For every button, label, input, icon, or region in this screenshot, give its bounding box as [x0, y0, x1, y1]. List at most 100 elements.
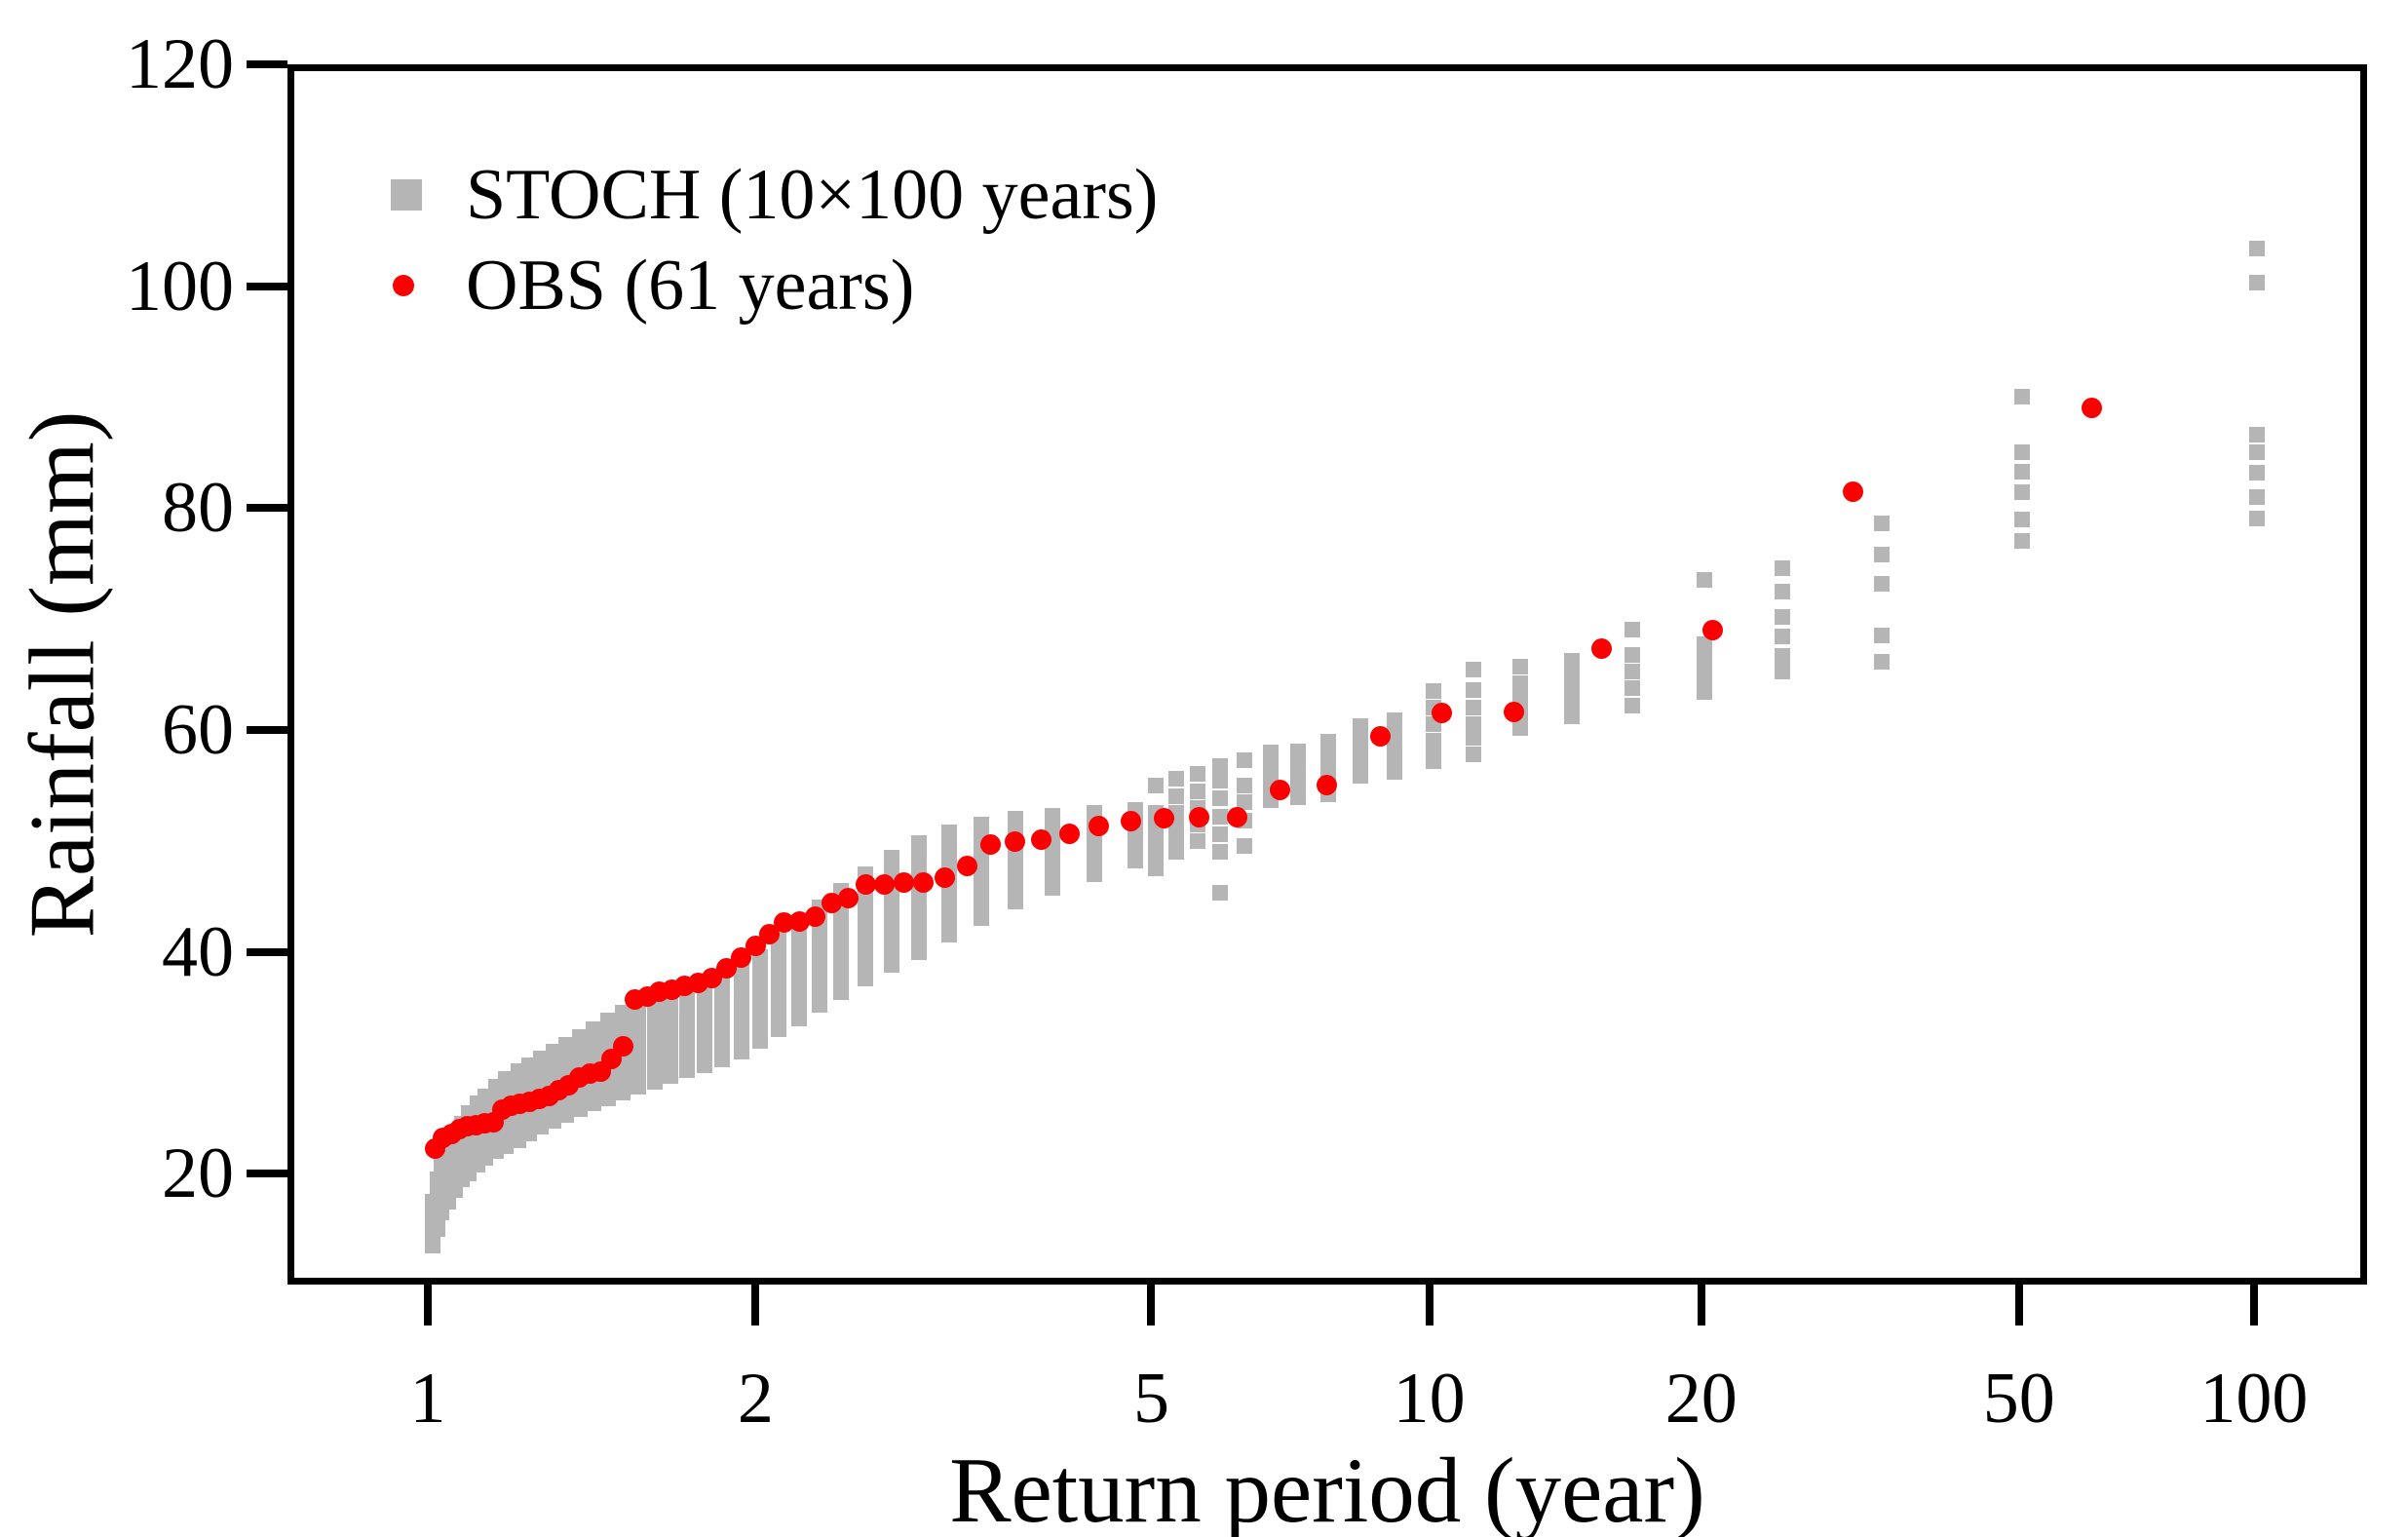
obs-point	[788, 911, 810, 933]
obs-point	[1503, 702, 1524, 723]
stoch-square	[586, 1021, 602, 1038]
stoch-square	[498, 1071, 515, 1088]
obs-point	[913, 872, 935, 894]
stoch-square	[883, 944, 899, 961]
y-tick-label: 20	[162, 1134, 234, 1214]
stoch-square	[911, 932, 928, 948]
stoch-square	[1167, 844, 1184, 861]
stoch-square	[1237, 751, 1253, 768]
stoch-square	[1387, 711, 1403, 728]
stoch-square	[883, 909, 899, 926]
obs-point	[1005, 831, 1026, 853]
stoch-square	[1624, 622, 1641, 638]
stoch-square	[2249, 510, 2266, 526]
stoch-square	[533, 1050, 550, 1066]
stoch-square	[1466, 729, 1482, 746]
stoch-square	[572, 1029, 589, 1046]
stoch-square	[883, 957, 899, 974]
stoch-square	[1290, 743, 1307, 759]
stoch-square	[2249, 444, 2266, 461]
legend-obs-label: OBS (61 years)	[466, 246, 915, 326]
obs-point	[1370, 726, 1392, 748]
stoch-square	[1387, 751, 1403, 768]
x-tick-label: 1	[409, 1359, 446, 1439]
stoch-square	[733, 964, 749, 980]
stoch-square	[1774, 663, 1790, 679]
stoch-square	[1511, 719, 1528, 736]
obs-point	[935, 866, 956, 888]
obs-point	[1120, 810, 1141, 831]
x-tick	[2249, 1285, 2258, 1326]
stoch-square	[1874, 575, 1891, 592]
x-tick-label: 5	[1132, 1359, 1169, 1439]
stoch-square	[1466, 716, 1482, 733]
obs-point	[956, 856, 977, 877]
stoch-square	[1189, 832, 1205, 849]
obs-point	[1317, 775, 1338, 796]
stoch-square	[2249, 240, 2266, 256]
y-tick-label: 100	[126, 246, 234, 327]
stoch-square	[1425, 733, 1441, 749]
obs-dot-legend-icon	[393, 275, 414, 296]
x-tick-label: 100	[2199, 1359, 2309, 1439]
stoch-square	[1352, 733, 1368, 749]
stoch-square	[1237, 793, 1253, 810]
y-tick-label: 60	[162, 689, 234, 770]
stoch-square	[1045, 807, 1061, 824]
stoch-square	[1147, 861, 1164, 877]
y-tick-label: 40	[162, 911, 234, 992]
stoch-square	[1774, 647, 1790, 664]
obs-point	[759, 923, 781, 944]
stoch-square	[1387, 726, 1403, 743]
obs-point	[2082, 398, 2103, 419]
obs-point	[821, 892, 842, 913]
y-tick	[247, 282, 287, 290]
stoch-square	[1167, 788, 1184, 805]
obs-point	[1058, 824, 1080, 845]
stoch-square	[1212, 758, 1229, 775]
obs-point	[838, 888, 860, 909]
y-tick-label: 120	[126, 24, 234, 104]
stoch-square	[1352, 767, 1368, 784]
stoch-square	[615, 1005, 631, 1021]
stoch-square	[1874, 654, 1891, 671]
obs-point	[1189, 807, 1210, 828]
obs-point	[730, 946, 751, 968]
x-tick	[1147, 1285, 1156, 1326]
stoch-square	[883, 921, 899, 938]
stoch-square	[1212, 773, 1229, 789]
obs-point	[979, 833, 1001, 855]
y-tick	[247, 504, 287, 513]
x-tick-label: 20	[1664, 1359, 1738, 1439]
stoch-square	[2249, 464, 2266, 480]
stoch-square	[1697, 684, 1713, 701]
obs-point	[1269, 779, 1290, 800]
stoch-square	[1624, 679, 1641, 696]
obs-point	[715, 958, 737, 980]
stoch-square	[2249, 275, 2266, 291]
stoch-square-legend-icon	[391, 179, 422, 211]
obs-point	[856, 873, 877, 895]
obs-point	[1843, 480, 1864, 502]
obs-point	[874, 873, 896, 895]
stoch-square	[1189, 766, 1205, 783]
stoch-square	[1774, 608, 1790, 625]
stoch-square	[1212, 808, 1229, 825]
obs-point	[1030, 829, 1051, 851]
stoch-square	[546, 1043, 562, 1059]
stoch-square	[1425, 683, 1441, 700]
stoch-square	[2249, 488, 2266, 505]
stoch-square	[1774, 629, 1790, 645]
x-axis-title: Return period (year)	[949, 1439, 1705, 1537]
stoch-square	[1624, 697, 1641, 713]
stoch-square	[973, 816, 989, 832]
obs-point	[805, 905, 826, 927]
stoch-square	[1697, 663, 1713, 679]
obs-point	[1227, 807, 1248, 828]
stoch-square	[1774, 583, 1790, 599]
obs-point	[613, 1035, 634, 1057]
stoch-square	[1212, 826, 1229, 842]
stoch-square	[1290, 789, 1307, 806]
stoch-square	[911, 943, 928, 960]
